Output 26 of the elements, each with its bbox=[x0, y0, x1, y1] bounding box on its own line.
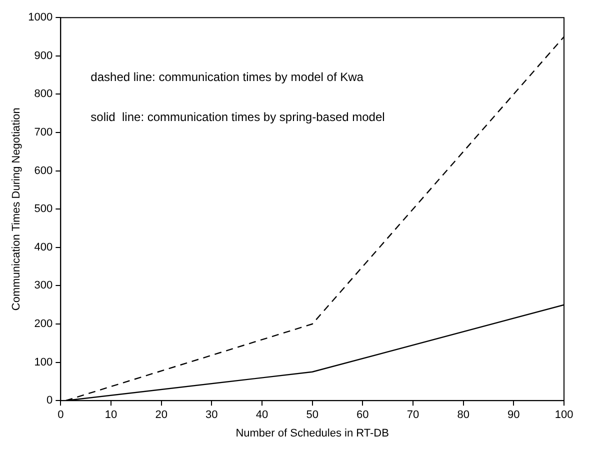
y-tick-label: 0 bbox=[46, 394, 53, 407]
y-axis-title: Communication Times During Negotiation bbox=[10, 108, 23, 311]
x-tick-label: 90 bbox=[508, 409, 520, 422]
y-tick-label: 100 bbox=[34, 356, 53, 368]
y-tick-label: 200 bbox=[34, 318, 53, 330]
x-tick-label: 60 bbox=[356, 409, 369, 422]
x-tick-label: 100 bbox=[554, 409, 574, 422]
x-tick-label: 80 bbox=[457, 409, 470, 422]
x-axis-title: Number of Schedules in RT-DB bbox=[236, 427, 389, 440]
y-tick-label: 1000 bbox=[28, 12, 53, 24]
x-tick-label: 50 bbox=[306, 409, 318, 422]
x-tick-label: 30 bbox=[206, 409, 218, 422]
x-tick-label: 20 bbox=[155, 409, 168, 422]
y-tick-label: 700 bbox=[34, 126, 53, 139]
x-tick-label: 10 bbox=[104, 409, 118, 422]
y-tick-label: 600 bbox=[34, 164, 53, 177]
y-tick-label: 400 bbox=[34, 241, 53, 254]
y-tick-label: 800 bbox=[34, 88, 53, 100]
y-tick-label: 900 bbox=[34, 50, 53, 62]
annotation: dashed line: communication times by model of Kwa bbox=[90, 70, 364, 84]
x-tick-label: 0 bbox=[58, 409, 64, 422]
annotation: solid line: communication times by spring-based model bbox=[90, 110, 385, 124]
y-tick-label: 300 bbox=[34, 280, 53, 292]
x-tick-label: 70 bbox=[406, 409, 420, 422]
x-tick-label: 40 bbox=[256, 409, 268, 422]
y-tick-label: 500 bbox=[34, 203, 53, 216]
